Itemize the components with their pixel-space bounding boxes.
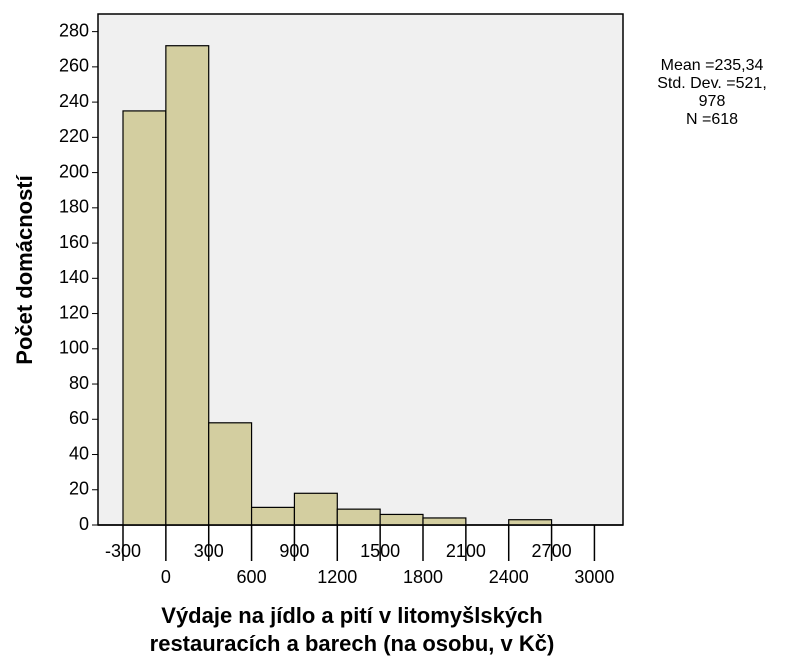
y-tick-label: 60 [69,408,89,428]
y-tick-label: 0 [79,514,89,534]
x-axis-label: Výdaje na jídlo a pití v litomyšlských [161,603,542,628]
y-tick-label: 160 [59,232,89,252]
x-tick-label: 3000 [574,567,614,587]
annotation: Std. Dev. =521, [657,75,767,92]
x-tick-label: 2100 [446,541,486,561]
x-tick-label: 0 [161,567,171,587]
x-tick-label: 1800 [403,567,443,587]
annotation: Mean =235,34 [661,57,764,74]
bar [379,513,424,526]
x-tick-label: 1500 [360,541,400,561]
annotation: N =618 [686,111,738,128]
bar [208,422,253,526]
y-tick-label: 200 [59,161,89,181]
bar [508,519,553,526]
y-tick-label: 240 [59,91,89,111]
x-tick-label: 2700 [532,541,572,561]
bar [293,492,338,526]
bar [122,110,167,526]
y-tick-label: 220 [59,126,89,146]
y-tick-label: 20 [69,479,89,499]
y-tick-label: 140 [59,267,89,287]
x-tick-label: -300 [105,541,141,561]
x-tick-label: 2400 [489,567,529,587]
bar [165,45,210,526]
y-tick-label: 280 [59,20,89,40]
bar [422,517,467,526]
bar [336,508,381,526]
y-tick-label: 80 [69,373,89,393]
y-tick-label: 40 [69,443,89,463]
x-tick-label: 1200 [317,567,357,587]
x-tick-label: 900 [279,541,309,561]
y-axis-label: Počet domácností [12,174,37,364]
y-tick-label: 100 [59,338,89,358]
y-tick-label: 180 [59,197,89,217]
y-tick-label: 260 [59,56,89,76]
x-axis-label: restauracích a barech (na osobu, v Kč) [150,631,555,656]
annotation: 978 [699,93,726,110]
x-tick-label: 600 [237,567,267,587]
y-tick-label: 120 [59,302,89,322]
x-tick-label: 300 [194,541,224,561]
bar [250,506,296,526]
